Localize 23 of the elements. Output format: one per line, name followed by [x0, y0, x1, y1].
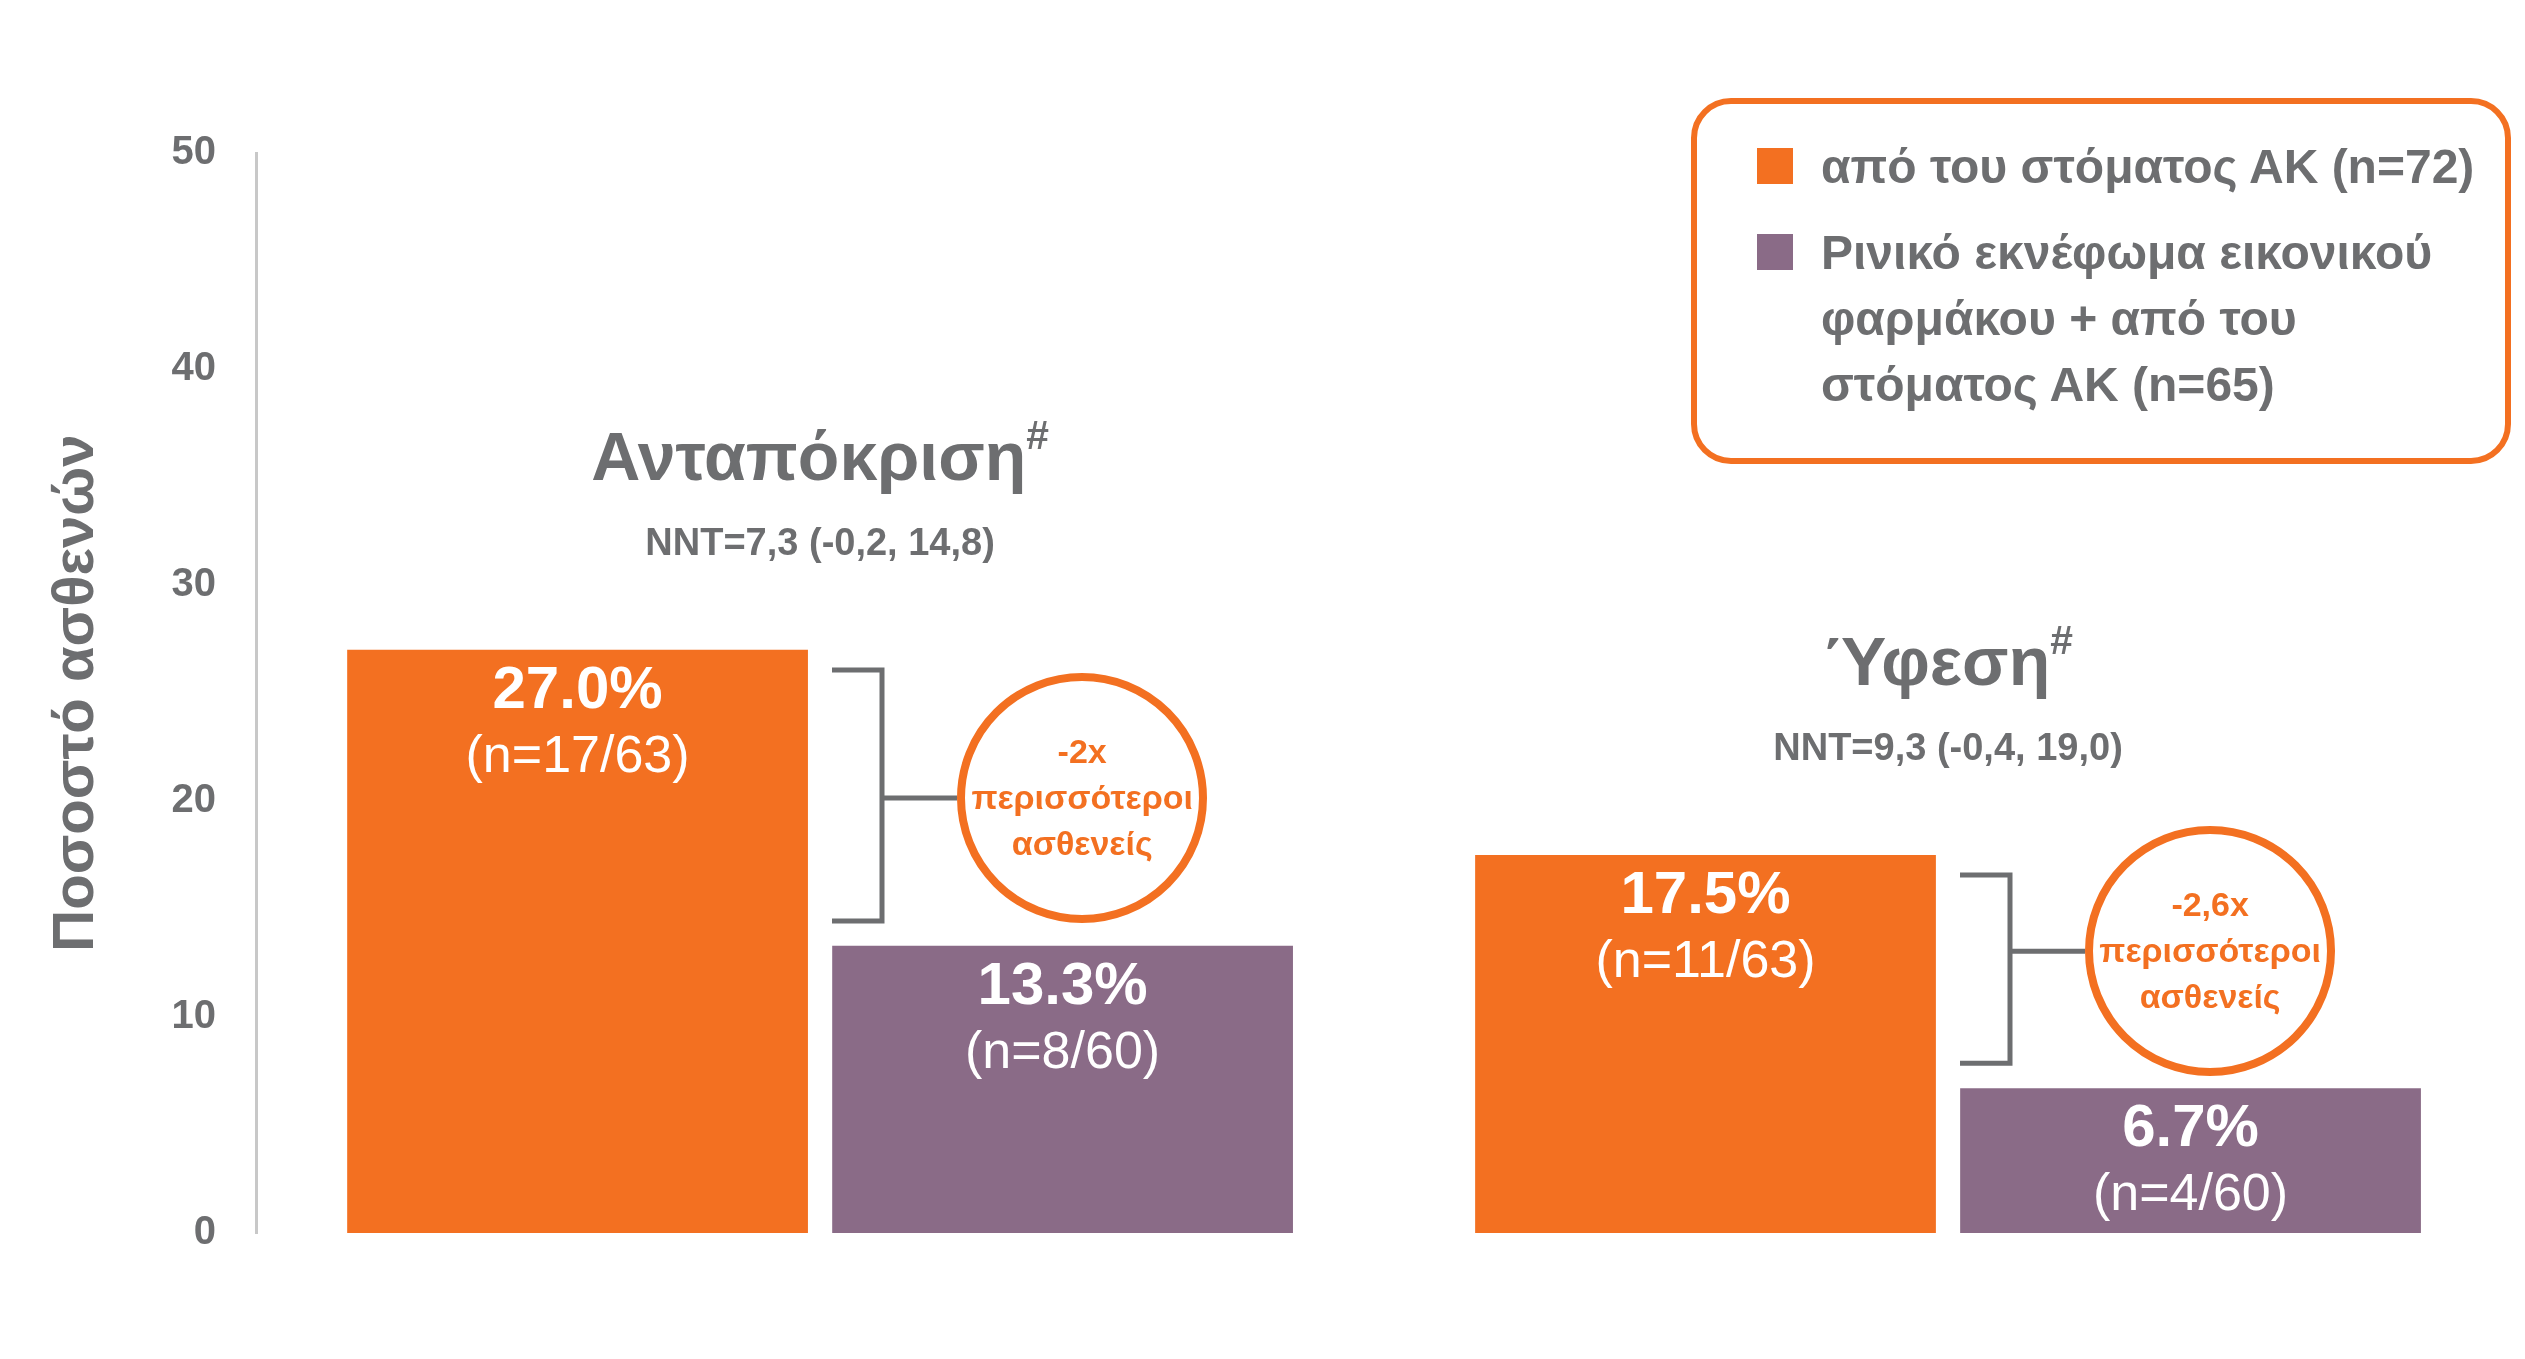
annotation: NNT=7,3 (-0,2, 14,8): [645, 520, 995, 563]
data-label: 6.7% (n=4/60): [2092, 1092, 2289, 1222]
annotation: -2x περισσότεροι ασθενείς: [970, 730, 1194, 864]
data-label: 17.5% (n=11/63): [1595, 859, 1816, 988]
y-tick-label: 30: [171, 560, 217, 605]
legend-label: Ρινικό εκνέφωμα εικονικού φαρμάκου + από του στόματος ΑΚ (n=65): [1821, 225, 2434, 413]
bar: [1960, 1088, 2421, 1233]
legend-label: από του στόματος ΑΚ (n=72): [1821, 139, 2475, 195]
annotation: -2,6x περισσότεροι ασθενείς: [2098, 884, 2322, 1018]
bar: [347, 649, 808, 1233]
y-tick-label: 50: [171, 128, 217, 173]
data-label: 13.3% (n=8/60): [965, 949, 1161, 1079]
y-tick-label: 40: [171, 344, 217, 389]
y-tick-label: 10: [171, 992, 217, 1037]
bar: [1475, 855, 1936, 1233]
bar: [832, 945, 1293, 1233]
annotation: NNT=9,3 (-0,4, 19,0): [1773, 726, 2123, 768]
data-label: 27.0% (n=17/63): [465, 653, 690, 783]
y-tick-label: 0: [193, 1208, 217, 1253]
x-tick-label: Ανταπόκριση#: [591, 412, 1050, 494]
x-tick-label: Ύφεση#: [1823, 617, 2074, 699]
y-tick-label: 20: [171, 776, 217, 821]
y-axis-title: Ποσοστό ασθενών: [39, 434, 105, 952]
